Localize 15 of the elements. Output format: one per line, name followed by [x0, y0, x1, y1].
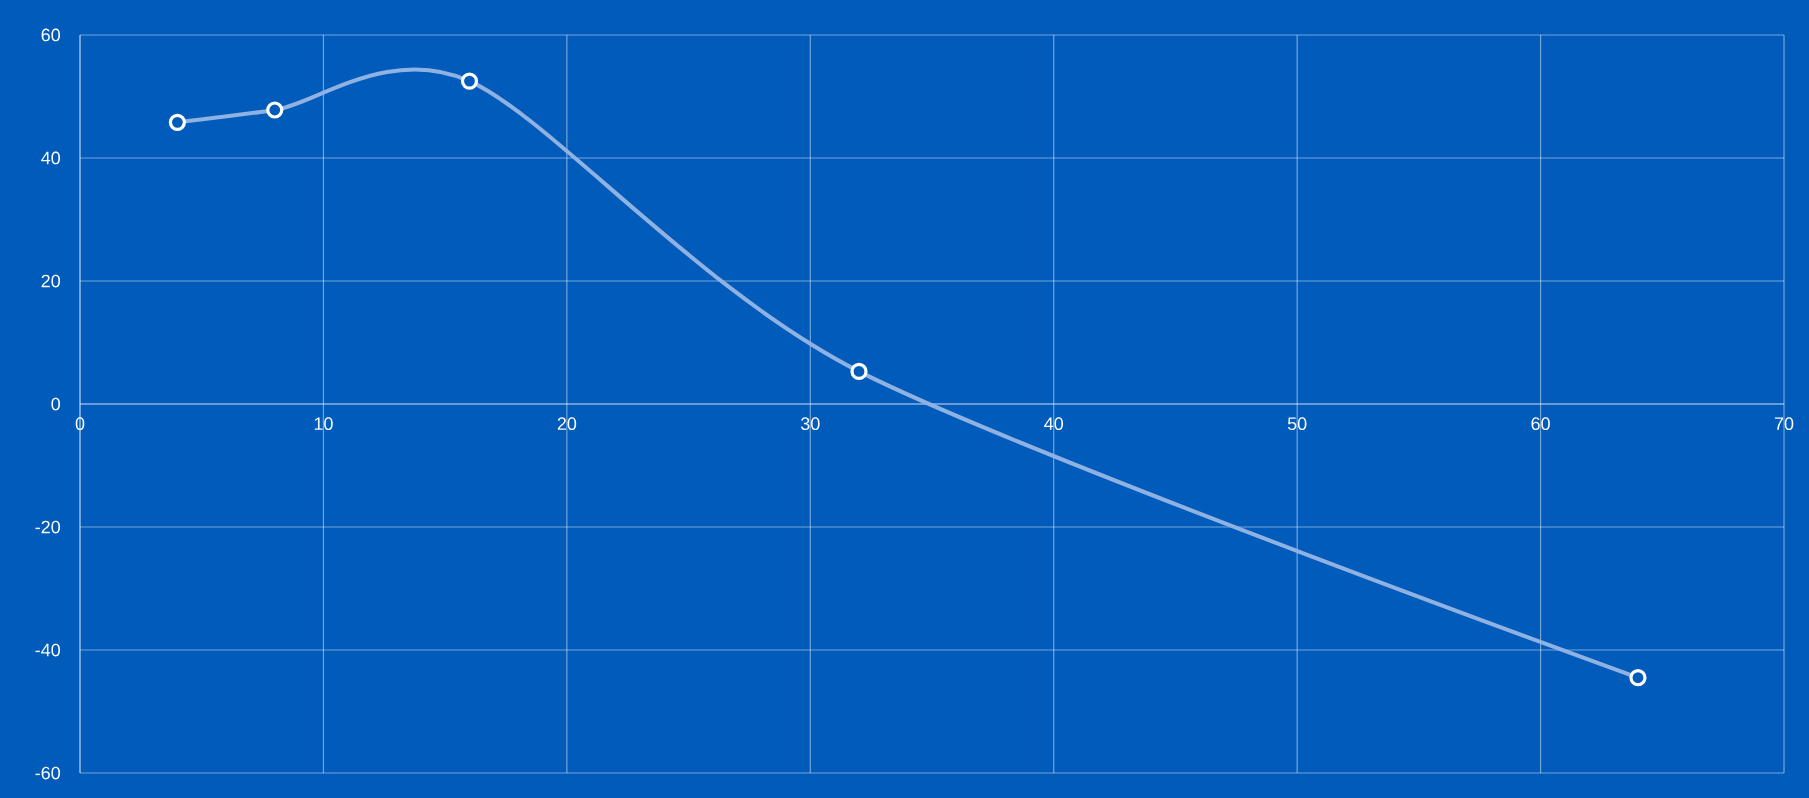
y-tick-label: 20 — [41, 274, 61, 288]
y-tick-label: -40 — [35, 643, 61, 657]
y-tick-label: 40 — [41, 151, 61, 165]
x-tick-label: 0 — [75, 417, 85, 431]
y-tick-label: 0 — [51, 397, 61, 411]
x-tick-label: 60 — [1531, 417, 1550, 431]
x-tick-label: 40 — [1044, 417, 1064, 431]
x-tick-label: 70 — [1774, 417, 1794, 431]
x-tick-label: 50 — [1287, 417, 1307, 431]
x-tick-label: 30 — [800, 417, 820, 431]
x-tick-label: 10 — [314, 417, 333, 431]
y-tick-label: -20 — [35, 520, 61, 534]
y-tick-label: -60 — [35, 766, 61, 780]
x-tick-label: 20 — [557, 417, 577, 431]
y-tick-label: 60 — [41, 28, 61, 42]
